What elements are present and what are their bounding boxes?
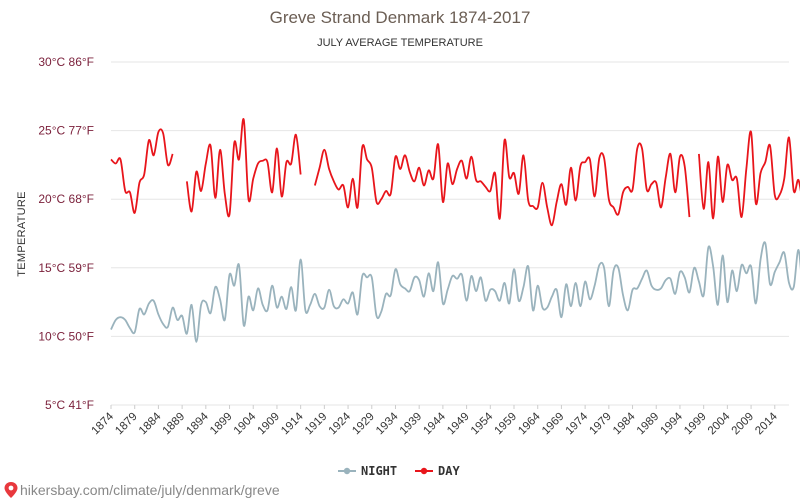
y-axis-ticks: 30°C 86°F 25°C 77°F 20°C 68°F 15°C 59°F 10°C… — [38, 55, 94, 412]
x-tick-label: 1889 — [161, 411, 188, 438]
x-axis-ticks: 1874187918841889189418991904190919141919… — [90, 405, 780, 438]
y-tick-label: 15°C 59°F — [38, 261, 94, 275]
x-tick-label: 1919 — [303, 411, 330, 438]
legend-item-day[interactable]: DAY — [415, 464, 460, 478]
x-tick-label: 2004 — [706, 410, 733, 437]
y-tick-label: 10°C 50°F — [38, 329, 94, 343]
source-link[interactable]: hikersbay.com/climate/july/denmark/greve — [4, 482, 280, 498]
y-tick-label: 20°C 68°F — [38, 192, 94, 206]
x-tick-label: 1954 — [469, 410, 496, 437]
x-tick-label: 1984 — [611, 410, 638, 437]
x-tick-label: 1904 — [232, 410, 259, 437]
series-line-night — [110, 241, 800, 343]
x-tick-label: 1934 — [374, 410, 401, 437]
x-tick-label: 1909 — [255, 411, 282, 438]
legend-item-night[interactable]: NIGHT — [338, 464, 397, 478]
x-tick-label: 2009 — [730, 411, 757, 438]
series-line-day — [314, 138, 691, 227]
legend: NIGHT DAY — [338, 464, 460, 478]
source-url[interactable]: hikersbay.com/climate/july/denmark/greve — [20, 482, 280, 498]
series-lines — [110, 118, 800, 343]
x-tick-label: 1949 — [445, 411, 472, 438]
x-tick-label: 1924 — [327, 410, 354, 437]
x-tick-label: 1899 — [208, 411, 235, 438]
x-tick-label: 1879 — [113, 411, 140, 438]
x-tick-label: 1989 — [635, 411, 662, 438]
x-tick-label: 1979 — [587, 411, 614, 438]
x-tick-label: 1944 — [421, 410, 448, 437]
x-tick-label: 1959 — [493, 411, 520, 438]
series-line-day — [110, 128, 174, 214]
series-line-day — [185, 118, 302, 218]
x-tick-label: 1994 — [658, 410, 685, 437]
x-tick-label: 1884 — [137, 410, 164, 437]
x-tick-label: 1914 — [279, 410, 306, 437]
x-tick-label: 1974 — [564, 410, 591, 437]
y-tick-label: 5°C 41°F — [45, 398, 94, 412]
series-line-day — [698, 130, 800, 220]
y-tick-label: 30°C 86°F — [38, 55, 94, 69]
legend-day-marker — [420, 467, 428, 475]
map-pin-icon — [4, 482, 18, 498]
chart-subtitle: JULY AVERAGE TEMPERATURE — [317, 37, 483, 49]
x-tick-label: 1929 — [350, 411, 377, 438]
legend-day-label: DAY — [438, 464, 460, 478]
series-day — [110, 118, 800, 227]
y-axis-label: TEMPERATURE — [16, 191, 28, 277]
gridlines — [111, 61, 789, 406]
x-tick-label: 1969 — [540, 411, 567, 438]
x-tick-label: 1939 — [398, 411, 425, 438]
series-night — [110, 241, 800, 343]
y-tick-label: 25°C 77°F — [38, 124, 94, 138]
legend-night-label: NIGHT — [361, 464, 397, 478]
x-tick-label: 1894 — [184, 410, 211, 437]
x-tick-label: 2014 — [753, 410, 780, 437]
legend-night-marker — [343, 467, 351, 475]
x-tick-label: 1999 — [682, 411, 709, 438]
chart-title: Greve Strand Denmark 1874-2017 — [270, 8, 531, 27]
x-tick-label: 1874 — [90, 410, 117, 437]
x-tick-label: 1964 — [516, 410, 543, 437]
